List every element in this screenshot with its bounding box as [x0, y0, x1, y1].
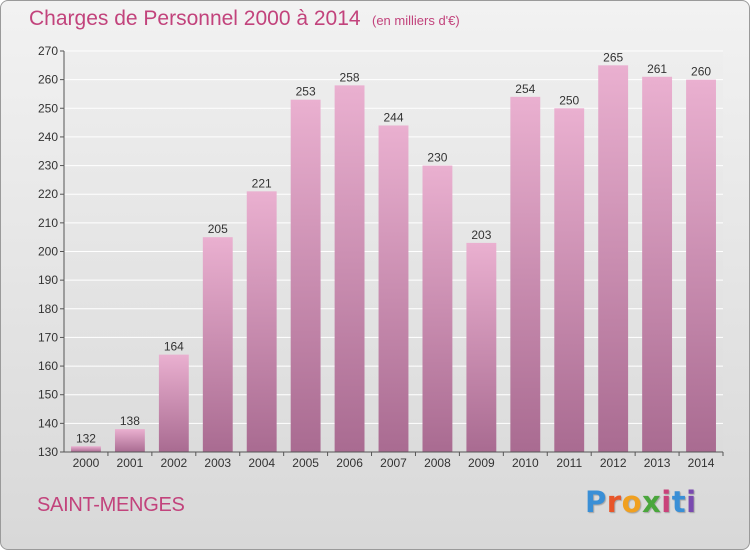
bar-2002: [158, 354, 189, 452]
bar-2012: [598, 65, 629, 453]
logo-letter: P: [585, 485, 607, 519]
data-label-2000: 132: [76, 431, 96, 445]
bar-2006: [334, 85, 365, 452]
data-label-2004: 221: [252, 176, 272, 190]
logo-letter: i: [661, 485, 672, 519]
y-tick-label: 130: [38, 445, 58, 459]
data-label-2007: 244: [383, 110, 403, 124]
x-tick-label-2005: 2005: [292, 456, 319, 470]
x-tick-label-2012: 2012: [600, 456, 627, 470]
data-label-2009: 203: [471, 228, 491, 242]
y-tick-label: 190: [38, 273, 58, 287]
bar-2007: [378, 125, 409, 452]
bar-2014: [686, 79, 716, 453]
data-labels: 132 138 164 205 221 253 258 244 230 203 254 250 265 2…: [76, 50, 711, 445]
place-name: SAINT-MENGES: [37, 494, 185, 516]
x-tick-label-2008: 2008: [424, 456, 451, 470]
x-axis: 2000 2001 2002 2003 2004 2005 2006 2007 2008 2009…: [64, 451, 724, 470]
bar-2000: [71, 446, 101, 452]
x-tick-label-2001: 2001: [117, 456, 144, 470]
y-tick-label: 210: [38, 216, 58, 230]
y-tick-label: 160: [38, 359, 58, 373]
x-tick-label-2002: 2002: [160, 456, 187, 470]
bar-2004: [246, 191, 277, 452]
data-label-2013: 261: [647, 62, 667, 76]
data-label-2008: 230: [427, 151, 447, 165]
x-tick-label-2013: 2013: [644, 456, 671, 470]
data-label-2010: 254: [515, 82, 535, 96]
bar-2008: [422, 165, 453, 453]
y-axis: 130 140 150 160 170 180 190 200 210 220 230 240 250 2…: [38, 44, 65, 459]
y-tick-label: 230: [38, 159, 58, 173]
y-tick-label: 270: [38, 44, 58, 58]
bar-2010: [510, 96, 541, 452]
logo-letter: x: [642, 485, 662, 519]
y-tick-label: 180: [38, 302, 58, 316]
x-tick-label-2004: 2004: [248, 456, 275, 470]
y-tick-label: 150: [38, 388, 58, 402]
x-tick-label-2009: 2009: [468, 456, 495, 470]
logo-letter: r: [606, 485, 622, 519]
logo-letter: t: [671, 485, 687, 519]
bar-2013: [642, 76, 673, 453]
data-label-2002: 164: [164, 340, 184, 354]
data-label-2011: 250: [559, 93, 579, 107]
y-tick-label: 200: [38, 245, 58, 259]
x-tick-label-2010: 2010: [512, 456, 539, 470]
x-tick-label-2007: 2007: [380, 456, 407, 470]
data-label-2014: 260: [691, 65, 711, 79]
chart-title: Charges de Personnel 2000 à 2014: [29, 7, 361, 30]
x-tick-label-2003: 2003: [204, 456, 231, 470]
bar-2009: [466, 242, 497, 452]
y-tick-label: 170: [38, 330, 58, 344]
data-label-2003: 205: [208, 222, 228, 236]
bar-2003: [202, 237, 233, 452]
x-tick-label-2014: 2014: [688, 456, 715, 470]
y-tick-label: 250: [38, 101, 58, 115]
y-tick-label: 140: [38, 416, 58, 430]
data-label-2005: 253: [296, 85, 316, 99]
bars: [71, 65, 716, 453]
y-tick-label: 240: [38, 130, 58, 144]
data-label-2006: 258: [340, 70, 360, 84]
bar-2011: [554, 108, 585, 453]
x-tick-label-2011: 2011: [556, 456, 582, 470]
data-label-2012: 265: [603, 50, 623, 64]
data-label-2001: 138: [120, 414, 140, 428]
proxiti-logo: Proxiti: [585, 485, 697, 519]
y-tick-label: 260: [38, 73, 58, 87]
bar-2001: [114, 429, 145, 452]
x-tick-label-2000: 2000: [73, 456, 100, 470]
chart-subtitle: (en milliers d'€): [372, 13, 460, 28]
logo-letter: i: [686, 485, 697, 519]
bar-2005: [290, 99, 321, 452]
x-tick-label-2006: 2006: [336, 456, 363, 470]
logo-letter: o: [621, 485, 643, 519]
y-tick-label: 220: [38, 187, 58, 201]
